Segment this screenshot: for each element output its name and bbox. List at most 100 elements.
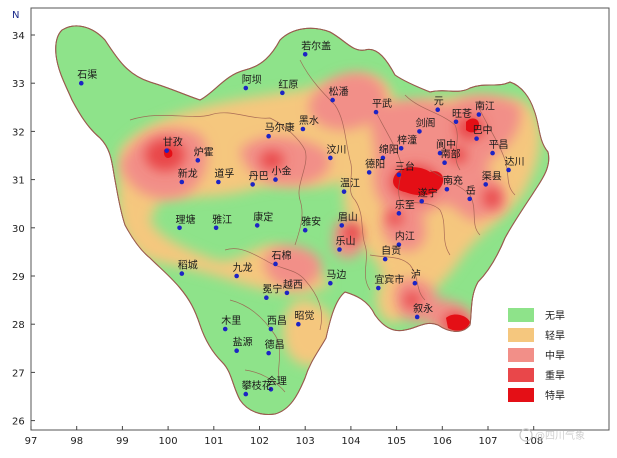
station-marker (301, 127, 306, 132)
city-label: 南充 (443, 174, 463, 187)
station-marker (250, 182, 255, 187)
station-marker (383, 257, 388, 262)
station-marker (376, 286, 381, 291)
x-tick-label: 102 (250, 436, 269, 447)
station-marker (266, 351, 271, 356)
legend-swatch (508, 348, 534, 362)
station-marker (328, 156, 333, 161)
city-label: 乐山 (335, 235, 355, 247)
station-marker (269, 327, 274, 332)
y-tick-label: 34 (12, 31, 25, 42)
station-marker (419, 199, 424, 204)
legend-swatch (508, 368, 534, 382)
station-marker (445, 187, 450, 192)
city-label: 渠县 (482, 170, 502, 182)
station-marker (417, 129, 422, 134)
legend-label: 无旱 (545, 310, 565, 322)
station-marker (367, 170, 372, 175)
y-tick-label: 32 (12, 127, 25, 138)
x-tick-label: 103 (296, 436, 315, 447)
city-label: 九龙 (233, 261, 253, 274)
city-label: 松潘 (329, 85, 349, 98)
city-label: 炉霍 (194, 146, 214, 158)
x-tick-label: 104 (341, 436, 360, 447)
city-label: 乐至 (395, 199, 415, 211)
city-label: 黑水 (299, 115, 319, 127)
legend-label: 轻旱 (545, 329, 565, 342)
x-tick-label: 98 (70, 436, 83, 447)
city-label: 眉山 (338, 211, 358, 223)
station-marker (399, 146, 404, 151)
city-label: 雅安 (301, 215, 321, 228)
station-marker (374, 110, 379, 115)
station-marker (303, 52, 308, 57)
city-label: 木里 (221, 315, 241, 327)
city-label: 岳 (466, 185, 476, 197)
city-label: 马边 (326, 269, 346, 281)
city-label: 三台 (395, 160, 415, 173)
station-marker (266, 134, 271, 139)
city-label: 雅江 (212, 213, 232, 226)
station-marker (234, 348, 239, 353)
x-tick-label: 100 (159, 436, 178, 447)
station-marker (477, 112, 482, 117)
city-label: 攀枝花 (242, 379, 272, 392)
city-label: 冕宁 (262, 283, 282, 296)
y-tick-label: 31 (12, 176, 25, 187)
city-label: 新龙 (178, 167, 198, 180)
station-marker (264, 295, 269, 300)
x-tick-label: 97 (25, 436, 38, 447)
legend-swatch (508, 308, 534, 322)
legend-label: 特旱 (545, 390, 565, 402)
city-label: 绵阳 (379, 143, 399, 156)
station-marker (177, 226, 182, 231)
city-label: 遂宁 (418, 186, 438, 199)
station-marker (483, 182, 488, 187)
x-tick-label: 105 (387, 436, 406, 447)
city-label: 石棉 (271, 249, 291, 262)
city-label: 梓潼 (397, 133, 417, 146)
city-label: 元 (434, 97, 444, 108)
city-label: 自贡 (381, 244, 401, 257)
city-label: 越西 (283, 278, 303, 291)
station-marker (223, 327, 228, 332)
station-marker (490, 151, 495, 156)
x-tick-label: 106 (433, 436, 452, 447)
city-label: 昭觉 (294, 310, 314, 322)
city-label: 叙永 (413, 302, 433, 315)
station-marker (280, 91, 285, 96)
city-label: 南部 (441, 148, 461, 161)
station-marker (180, 271, 185, 276)
x-tick-label: 107 (478, 436, 497, 447)
y-tick-label: 26 (12, 417, 25, 428)
city-label: 石渠 (77, 69, 97, 81)
city-label: 宜宾市 (374, 273, 404, 286)
severe-zone-yuechi (483, 188, 501, 208)
station-marker (216, 180, 221, 185)
x-tick-label: 99 (116, 436, 129, 447)
station-marker (79, 81, 84, 86)
city-label: 丹巴 (249, 170, 269, 182)
station-marker (415, 315, 420, 320)
station-marker (328, 281, 333, 286)
station-marker (330, 98, 335, 103)
city-label: 若尔盖 (301, 39, 331, 52)
y-tick-label: 33 (12, 79, 25, 90)
station-marker (474, 136, 479, 141)
city-label: 德昌 (265, 338, 285, 351)
city-label: 温江 (340, 178, 360, 190)
city-label: 小金 (271, 165, 291, 178)
station-marker (339, 223, 344, 228)
station-marker (164, 148, 169, 153)
city-label: 理塘 (176, 213, 196, 226)
station-marker (285, 291, 290, 296)
watermark-text: @四川气象 (535, 429, 585, 442)
station-marker (397, 172, 402, 177)
station-marker (467, 197, 472, 202)
city-label: 内江 (395, 230, 415, 243)
station-marker (255, 223, 260, 228)
y-tick-label: 29 (12, 272, 25, 283)
legend-label: 中旱 (545, 349, 565, 362)
city-label: 泸 (411, 269, 421, 281)
